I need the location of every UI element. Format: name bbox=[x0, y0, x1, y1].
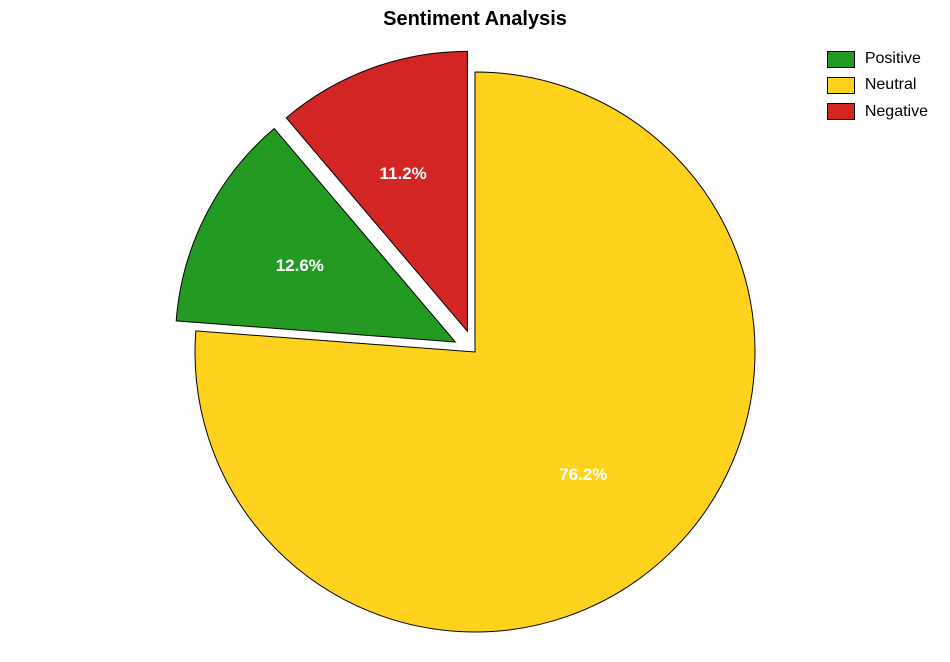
legend-item-negative: Negative bbox=[827, 101, 928, 123]
legend: Positive Neutral Negative bbox=[827, 48, 928, 127]
slice-label-positive: 12.6% bbox=[276, 256, 324, 276]
legend-label: Neutral bbox=[865, 74, 917, 96]
legend-swatch-positive bbox=[827, 51, 855, 68]
legend-swatch-negative bbox=[827, 103, 855, 120]
slice-label-negative: 11.2% bbox=[380, 164, 427, 184]
pie-svg bbox=[0, 0, 950, 662]
legend-label: Positive bbox=[865, 48, 921, 70]
slice-label-neutral: 76.2% bbox=[559, 465, 607, 485]
legend-swatch-neutral bbox=[827, 77, 855, 94]
legend-item-positive: Positive bbox=[827, 48, 928, 70]
legend-item-neutral: Neutral bbox=[827, 74, 928, 96]
sentiment-pie-chart: Sentiment Analysis Positive Neutral Nega… bbox=[0, 0, 950, 662]
legend-label: Negative bbox=[865, 101, 928, 123]
